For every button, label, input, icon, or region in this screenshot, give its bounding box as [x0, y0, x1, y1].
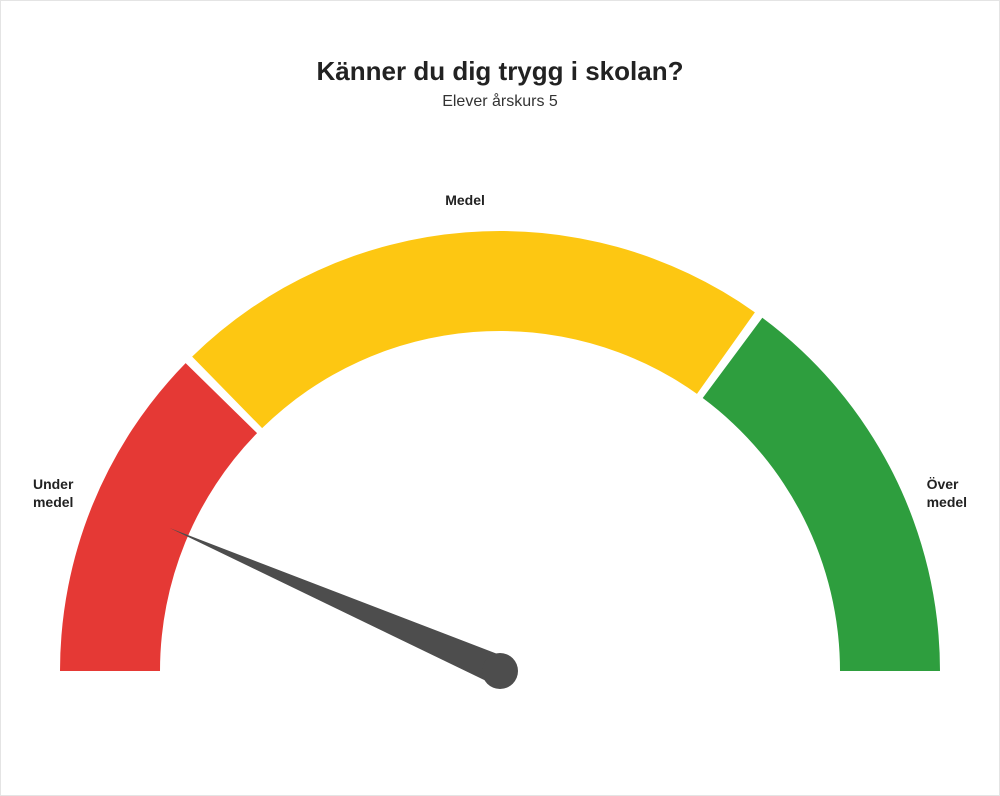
gauge-segment: [192, 231, 755, 428]
chart-title: Känner du dig trygg i skolan?: [1, 56, 999, 87]
gauge-segment: [703, 318, 940, 671]
gauge-svg: [40, 181, 960, 721]
gauge-hub: [482, 653, 518, 689]
segment-label-top: Medel: [435, 192, 495, 210]
chart-frame: Känner du dig trygg i skolan? Elever års…: [0, 0, 1000, 796]
segment-label-left: Under medel: [33, 476, 73, 511]
gauge: [40, 181, 960, 726]
titles: Känner du dig trygg i skolan? Elever års…: [1, 56, 999, 111]
chart-subtitle: Elever årskurs 5: [1, 93, 999, 111]
gauge-segment: [60, 363, 257, 671]
segment-label-right: Över medel: [927, 476, 967, 511]
gauge-needle: [170, 528, 506, 685]
